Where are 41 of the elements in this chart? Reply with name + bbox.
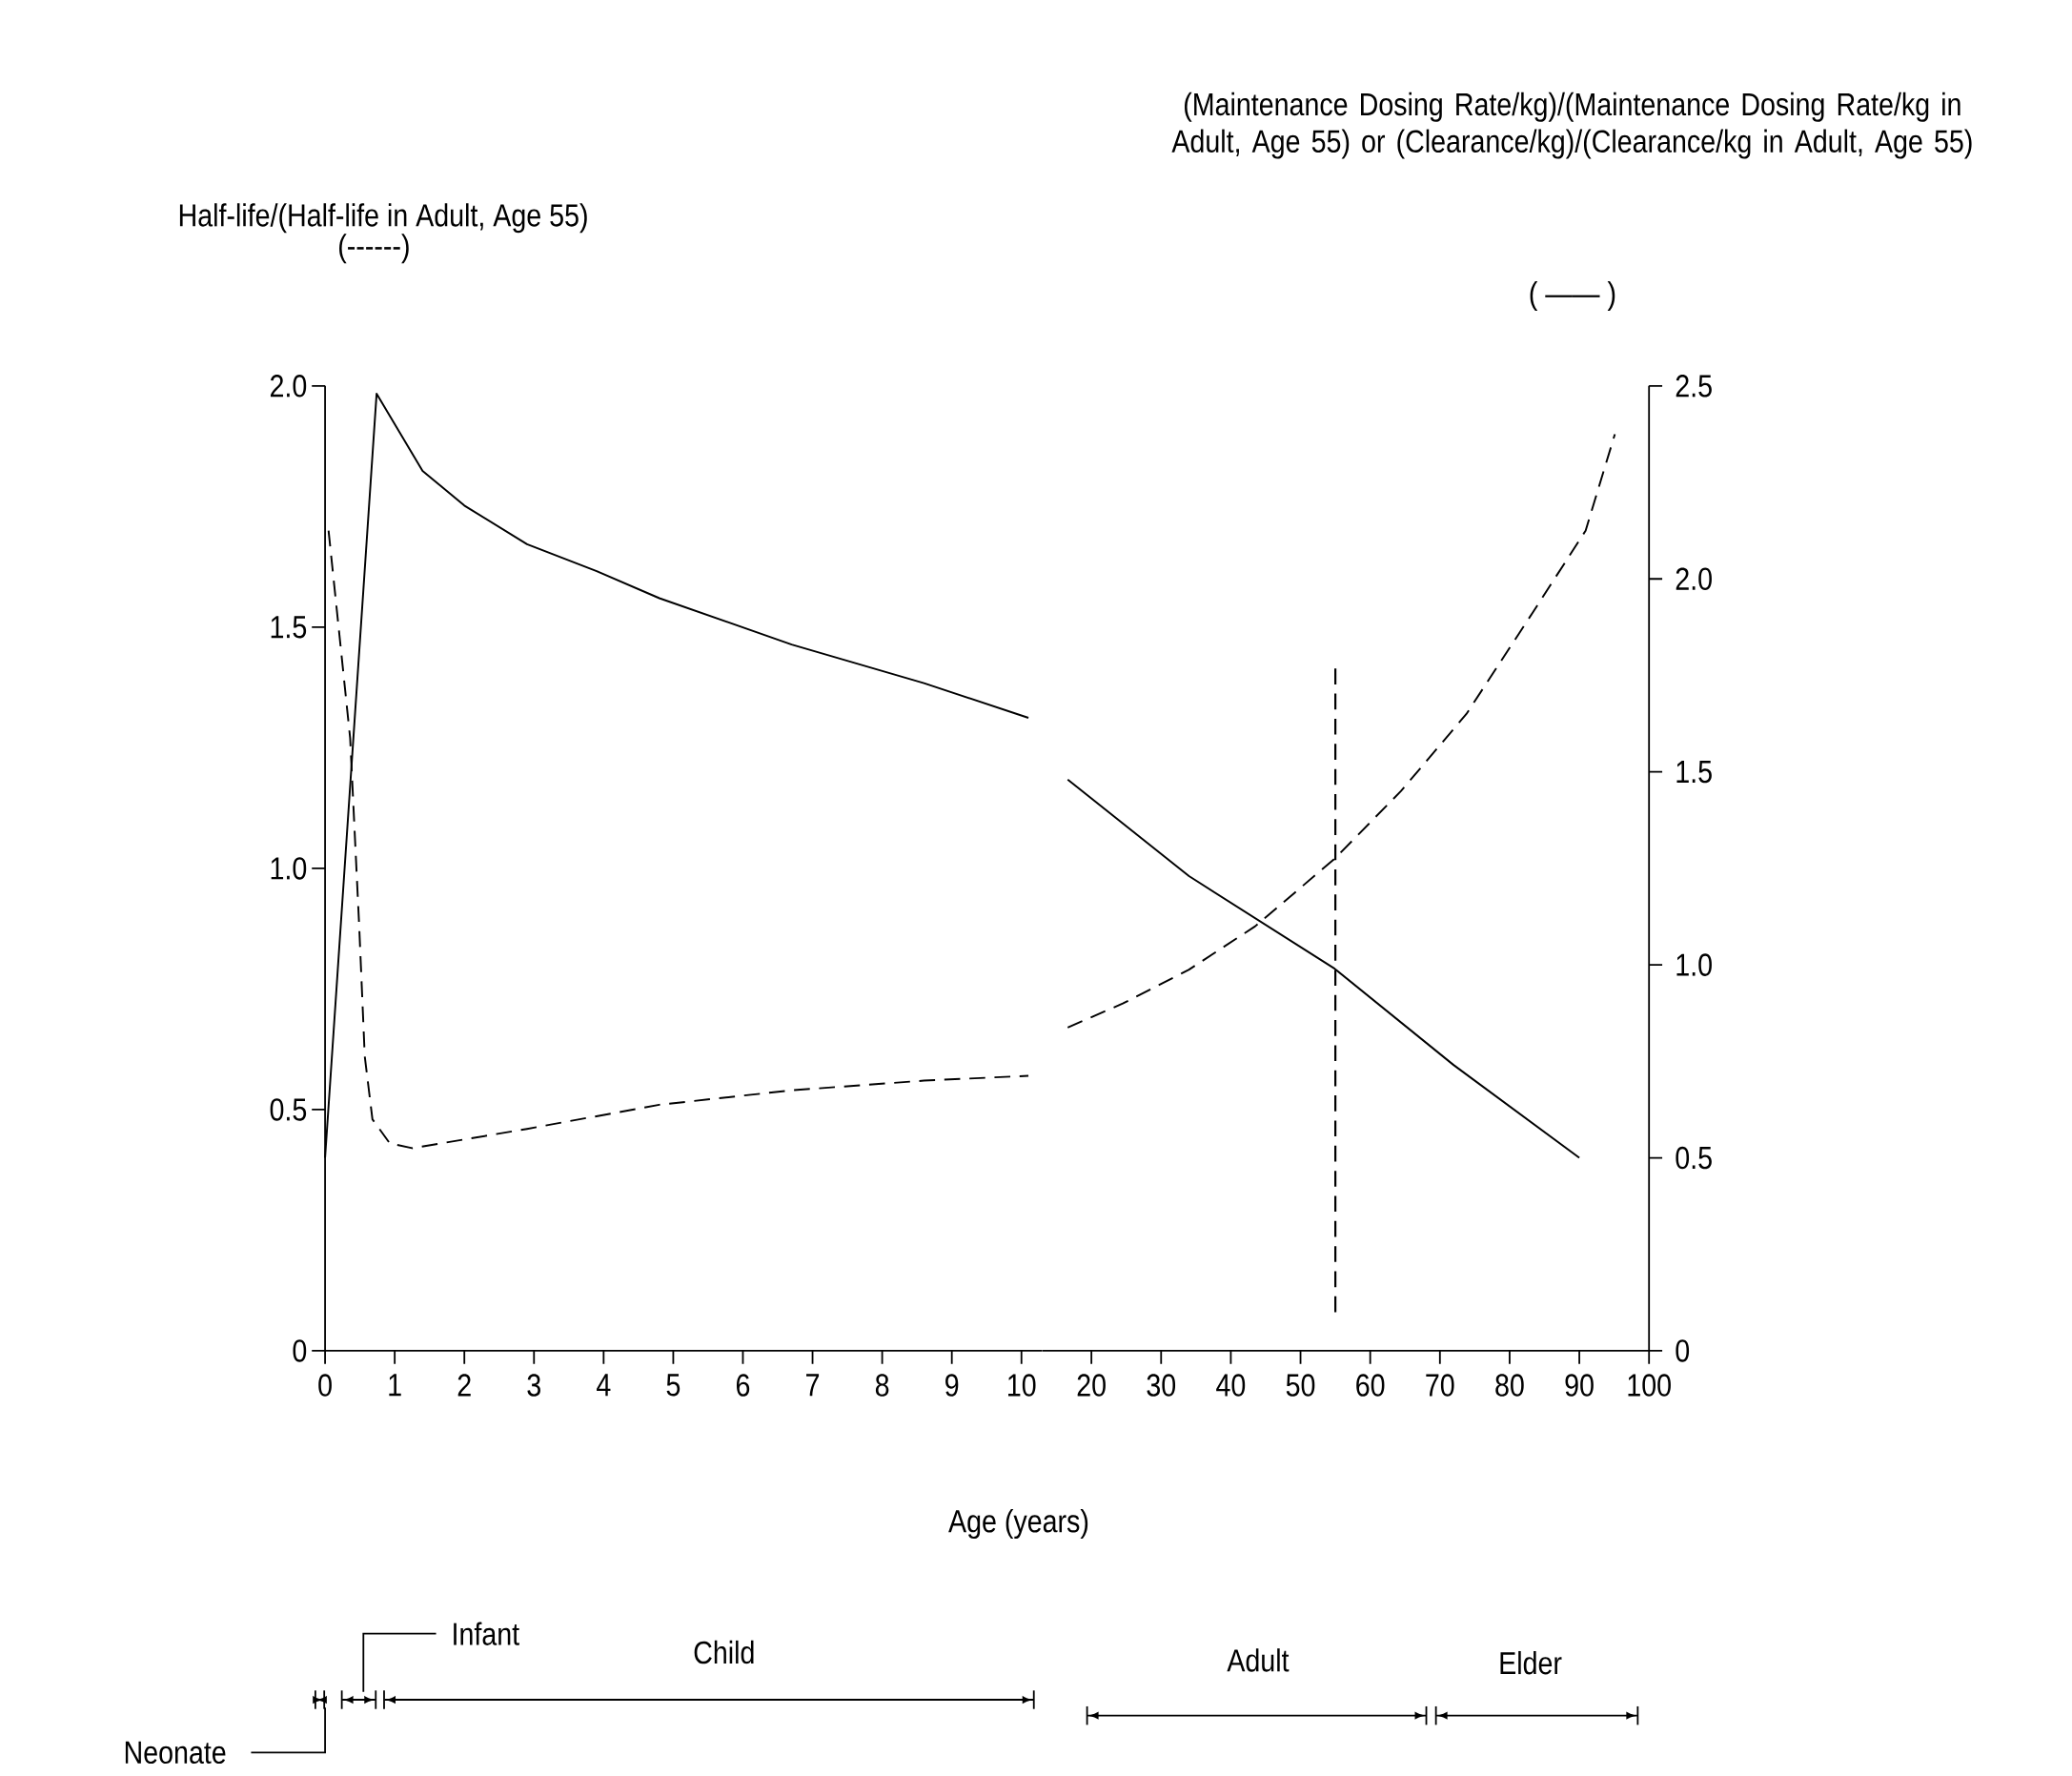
- text: Adult: [1227, 1647, 1290, 1672]
- text: (------): [339, 233, 409, 263]
- y-axis-title: Half-life/(Half-life in Adult, Age 55): [179, 203, 587, 234]
- x-tick-label: 50: [1286, 1374, 1315, 1397]
- y2-tick-label: 1.5: [1676, 760, 1712, 784]
- y2-tick-label: 1.0: [1676, 953, 1712, 976]
- text: Infant: [454, 1622, 519, 1645]
- y2-tick-label: 0: [1676, 1339, 1690, 1362]
- x-tick-label: 80: [1495, 1374, 1524, 1397]
- y-tick-label: 1.0: [271, 856, 307, 880]
- x-tick-label: 100: [1628, 1374, 1671, 1397]
- y2-tick-label: 2.5: [1676, 374, 1712, 398]
- x-tick-label: 7: [806, 1374, 820, 1396]
- text: Neonate: [125, 1741, 226, 1764]
- x-axis-title: Age (years): [948, 1508, 1088, 1539]
- x-tick-label: 20: [1077, 1374, 1106, 1397]
- x-tick-label: 5: [666, 1374, 681, 1397]
- x-tick-label: 8: [875, 1374, 889, 1397]
- x-tick-label: 1: [389, 1374, 401, 1396]
- text: Child: [694, 1640, 754, 1664]
- y-tick-label: 2.0: [270, 374, 307, 398]
- y-tick-label: 0.5: [270, 1097, 307, 1121]
- x-tick-label: 2: [457, 1374, 471, 1397]
- text: Elder: [1500, 1650, 1562, 1675]
- x-tick-label: 90: [1565, 1374, 1594, 1397]
- y2-axis-title: (Maintenance Dosing Rate/kg)/(Maintenance Dosing Rate/kg in Adult, Age 55) or (Clearance/kg)/(Clearance/kg in Adult, Age 55): [1171, 92, 1972, 159]
- x-tick-label: 6: [736, 1374, 750, 1397]
- y2-tick-label: 0.5: [1676, 1146, 1712, 1170]
- y-tick-label: 0: [293, 1339, 307, 1362]
- x-tick-label: 70: [1426, 1374, 1454, 1397]
- y-tick-label: 1.5: [271, 616, 307, 639]
- x-tick-label: 9: [945, 1374, 959, 1397]
- x-tick-label: 3: [527, 1374, 540, 1397]
- x-tick-label: 4: [597, 1374, 611, 1396]
- x-tick-label: 60: [1356, 1374, 1385, 1397]
- x-tick-label: 30: [1147, 1374, 1176, 1397]
- x-tick-label: 40: [1216, 1374, 1246, 1397]
- y2-tick-label: 2.0: [1676, 567, 1712, 590]
- x-tick-label: 10: [1008, 1374, 1036, 1397]
- text: ( —— ): [1530, 280, 1615, 311]
- x-tick-label: 0: [318, 1374, 332, 1397]
